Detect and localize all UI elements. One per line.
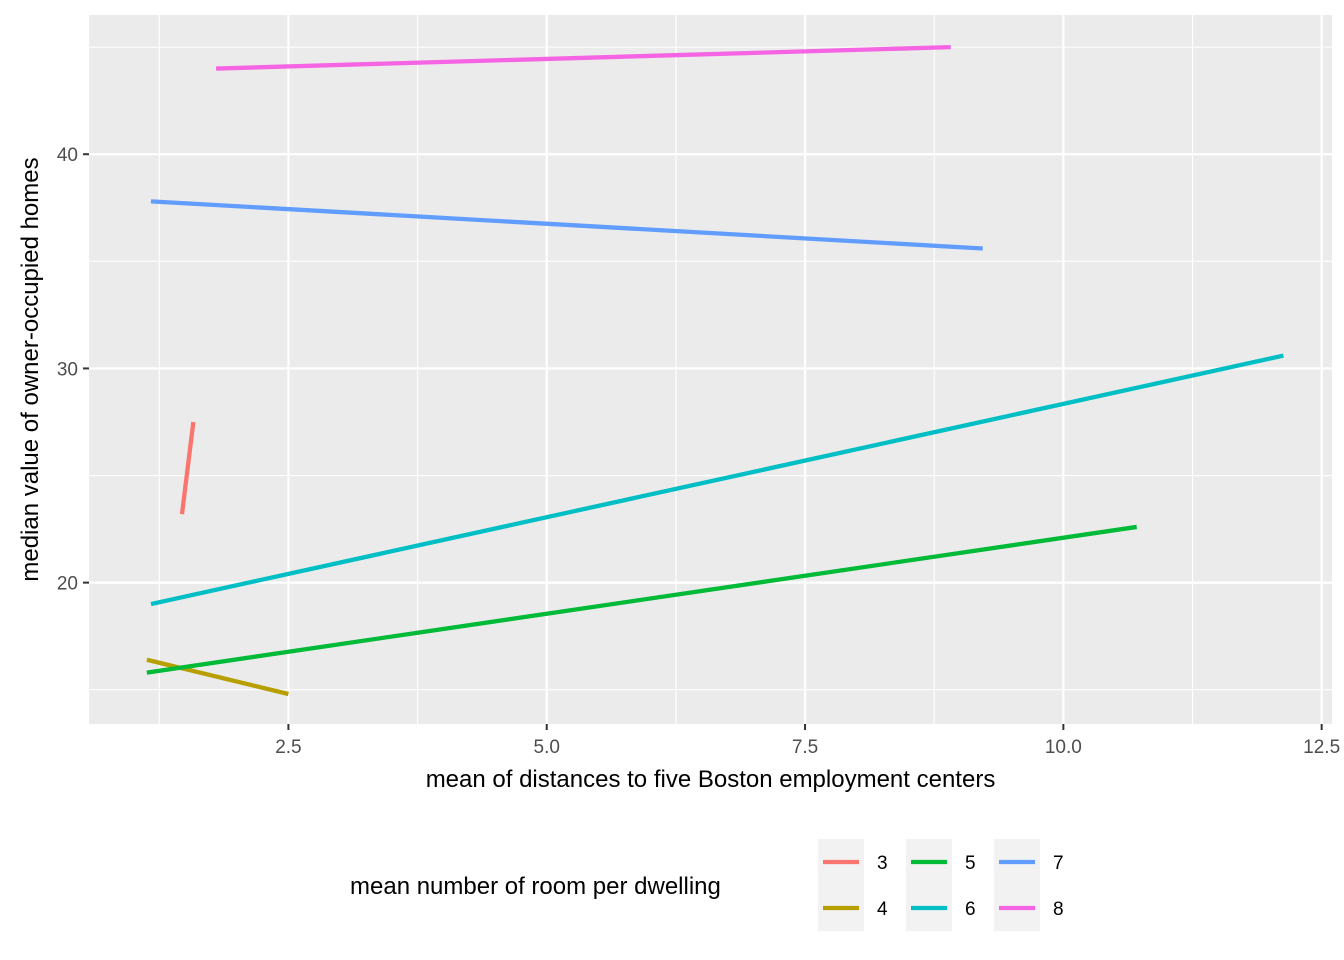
series-line-6 bbox=[150, 353, 1284, 607]
x-tick-label: 2.5 bbox=[275, 737, 301, 758]
legend-label-3: 3 bbox=[877, 853, 888, 874]
legend-label-8: 8 bbox=[1053, 899, 1064, 920]
legend: mean number of room per dwelling 3 4 5 6 7 8 bbox=[350, 839, 1064, 931]
legend-label-7: 7 bbox=[1053, 853, 1064, 874]
series-line-5 bbox=[146, 524, 1138, 675]
series-line-8 bbox=[216, 44, 951, 71]
legend-label-6: 6 bbox=[965, 899, 976, 920]
series-line-7 bbox=[150, 199, 983, 251]
x-axis-title: mean of distances to five Boston employm… bbox=[426, 766, 996, 793]
legend-title: mean number of room per dwelling bbox=[350, 873, 721, 900]
x-axis: 2.5 5.0 7.5 10.0 12.5 bbox=[275, 724, 1340, 758]
legend-keys: 3 4 5 6 7 8 bbox=[818, 839, 1064, 931]
y-axis-title: median value of owner-occupied homes bbox=[17, 157, 44, 581]
y-tick-label: 40 bbox=[57, 145, 78, 166]
x-tick-label: 10.0 bbox=[1045, 737, 1082, 758]
y-axis: 20 30 40 bbox=[57, 145, 89, 595]
series-lines bbox=[146, 44, 1284, 697]
x-tick-label: 5.0 bbox=[534, 737, 560, 758]
series-line-4 bbox=[146, 657, 289, 697]
legend-label-5: 5 bbox=[965, 853, 976, 874]
x-tick-label: 7.5 bbox=[792, 737, 818, 758]
y-tick-label: 20 bbox=[57, 574, 78, 595]
x-tick-label: 12.5 bbox=[1303, 737, 1340, 758]
major-gridlines bbox=[89, 15, 1332, 724]
y-tick-label: 30 bbox=[57, 359, 78, 380]
series-line-3 bbox=[179, 421, 196, 515]
legend-label-4: 4 bbox=[877, 899, 888, 920]
